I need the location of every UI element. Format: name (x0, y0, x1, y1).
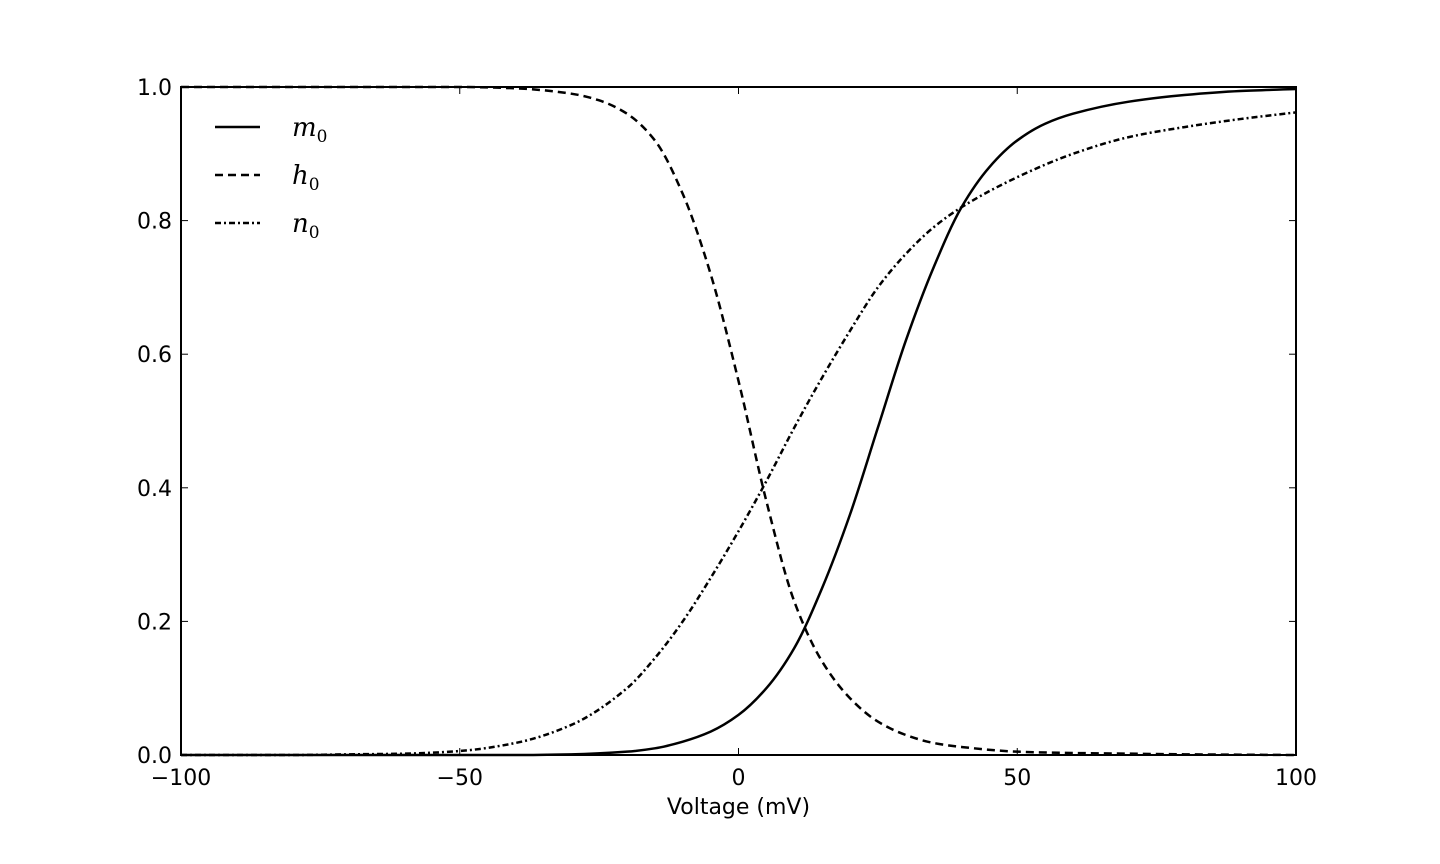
x-axis-label: Voltage (mV) (667, 795, 810, 820)
x-tick-label: −50 (437, 766, 483, 791)
y-tick-label: 0.6 (137, 343, 172, 368)
series-line-n0 (181, 111, 1297, 757)
legend-subscript: 0 (317, 127, 328, 147)
legend-subscript: 0 (309, 223, 320, 243)
x-tick-label: 50 (1003, 766, 1031, 791)
x-tick-label: 100 (1275, 766, 1317, 791)
y-tick-label: 0.4 (137, 477, 172, 502)
x-tick-label: −100 (151, 766, 211, 791)
tick-label-layer: −100 −50 0 50 100 0.0 0.2 0.4 0.6 0.8 1.0 (137, 76, 1317, 791)
y-tick-label: 0.2 (137, 610, 172, 635)
x-tick-label: 0 (732, 766, 746, 791)
y-tick-label: 0.0 (137, 744, 172, 769)
legend-subscript: 0 (309, 175, 320, 195)
y-tick-label: 0.8 (137, 210, 172, 235)
y-tick-label: 1.0 (137, 76, 172, 101)
tick-layer (180, 86, 1297, 756)
